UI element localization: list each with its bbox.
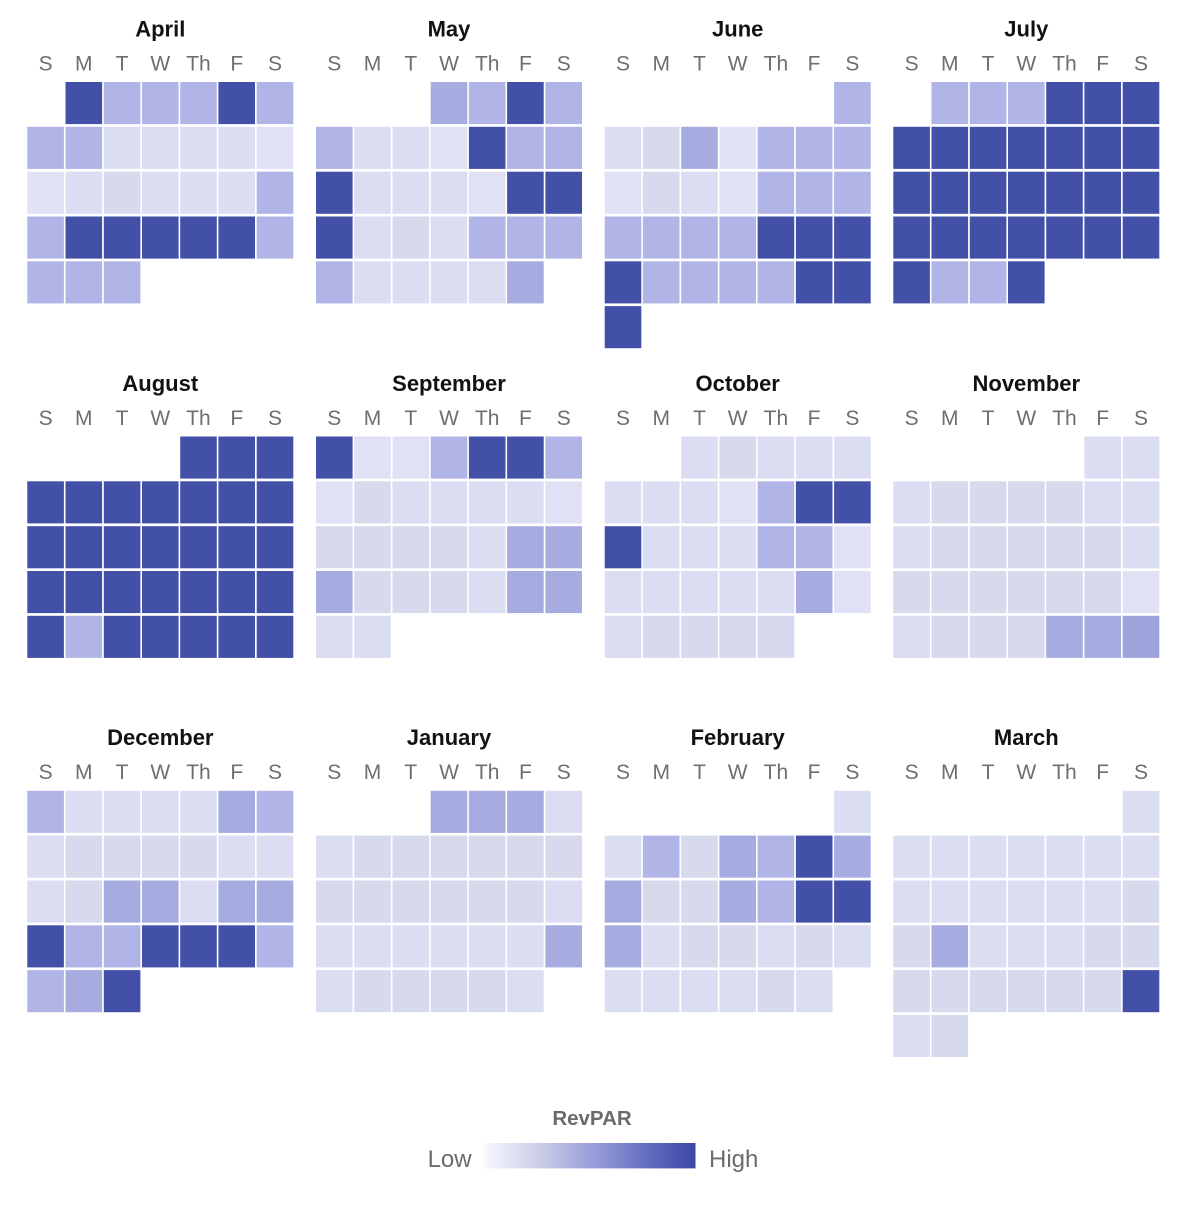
svg-text:T: T (982, 407, 995, 430)
svg-text:S: S (557, 52, 571, 75)
svg-text:High: High (709, 1146, 758, 1173)
svg-text:S: S (268, 407, 282, 430)
svg-text:T: T (404, 52, 417, 75)
svg-text:W: W (150, 52, 170, 75)
svg-text:M: M (941, 52, 959, 75)
svg-text:T: T (693, 52, 706, 75)
svg-text:S: S (616, 407, 630, 430)
svg-text:S: S (905, 52, 919, 75)
svg-text:Th: Th (475, 761, 500, 784)
svg-text:M: M (364, 407, 382, 430)
svg-text:January: January (407, 725, 492, 750)
svg-text:S: S (616, 52, 630, 75)
svg-text:June: June (712, 16, 763, 41)
svg-text:S: S (268, 761, 282, 784)
svg-text:F: F (808, 761, 821, 784)
svg-text:S: S (845, 52, 859, 75)
svg-text:M: M (941, 761, 959, 784)
svg-text:S: S (268, 52, 282, 75)
svg-text:T: T (116, 407, 129, 430)
svg-text:M: M (652, 407, 670, 430)
svg-text:M: M (364, 52, 382, 75)
svg-text:F: F (1096, 52, 1109, 75)
svg-text:W: W (728, 52, 748, 75)
svg-text:T: T (982, 761, 995, 784)
svg-text:August: August (122, 371, 198, 396)
svg-text:W: W (439, 407, 459, 430)
svg-text:Th: Th (186, 761, 211, 784)
svg-text:W: W (728, 407, 748, 430)
svg-text:W: W (439, 52, 459, 75)
svg-text:F: F (230, 407, 243, 430)
svg-text:September: September (392, 371, 506, 396)
svg-text:S: S (616, 761, 630, 784)
svg-text:Th: Th (1052, 52, 1077, 75)
svg-text:Th: Th (764, 761, 789, 784)
svg-text:November: November (973, 371, 1081, 396)
svg-text:March: March (994, 725, 1059, 750)
svg-text:M: M (75, 761, 93, 784)
svg-text:F: F (519, 761, 532, 784)
svg-text:S: S (905, 761, 919, 784)
svg-text:S: S (39, 407, 53, 430)
svg-text:F: F (519, 407, 532, 430)
svg-text:M: M (75, 52, 93, 75)
svg-text:M: M (941, 407, 959, 430)
svg-text:S: S (327, 761, 341, 784)
svg-text:RevPAR: RevPAR (552, 1107, 632, 1130)
svg-text:S: S (905, 407, 919, 430)
svg-text:T: T (404, 407, 417, 430)
svg-text:W: W (728, 761, 748, 784)
svg-text:T: T (116, 761, 129, 784)
svg-text:S: S (39, 761, 53, 784)
svg-text:F: F (1096, 761, 1109, 784)
svg-text:M: M (652, 761, 670, 784)
svg-text:S: S (1134, 52, 1148, 75)
svg-text:Low: Low (428, 1146, 473, 1173)
svg-text:Th: Th (1052, 407, 1077, 430)
svg-text:Th: Th (475, 52, 500, 75)
svg-text:Th: Th (764, 52, 789, 75)
svg-text:F: F (808, 52, 821, 75)
svg-text:F: F (519, 52, 532, 75)
svg-text:W: W (150, 407, 170, 430)
svg-text:T: T (693, 407, 706, 430)
svg-text:T: T (404, 761, 417, 784)
svg-text:W: W (1016, 761, 1036, 784)
svg-text:S: S (557, 407, 571, 430)
svg-text:S: S (1134, 761, 1148, 784)
svg-text:W: W (150, 761, 170, 784)
svg-text:M: M (364, 761, 382, 784)
svg-text:M: M (75, 407, 93, 430)
svg-text:October: October (696, 371, 781, 396)
svg-text:T: T (693, 761, 706, 784)
svg-text:April: April (135, 16, 185, 41)
svg-text:December: December (107, 725, 214, 750)
svg-text:F: F (1096, 407, 1109, 430)
svg-text:Th: Th (186, 407, 211, 430)
svg-text:Th: Th (186, 52, 211, 75)
svg-text:W: W (1016, 407, 1036, 430)
svg-text:S: S (327, 407, 341, 430)
svg-text:S: S (39, 52, 53, 75)
svg-text:W: W (1016, 52, 1036, 75)
svg-text:Th: Th (1052, 761, 1077, 784)
svg-text:S: S (557, 761, 571, 784)
svg-text:W: W (439, 761, 459, 784)
svg-text:S: S (845, 761, 859, 784)
svg-text:M: M (652, 52, 670, 75)
svg-text:Th: Th (475, 407, 500, 430)
svg-text:July: July (1004, 16, 1049, 41)
svg-text:S: S (845, 407, 859, 430)
svg-text:S: S (1134, 407, 1148, 430)
svg-text:May: May (428, 16, 472, 41)
svg-text:F: F (808, 407, 821, 430)
svg-text:S: S (327, 52, 341, 75)
svg-text:F: F (230, 52, 243, 75)
svg-text:F: F (230, 761, 243, 784)
svg-text:February: February (691, 725, 786, 750)
svg-text:Th: Th (764, 407, 789, 430)
svg-text:T: T (982, 52, 995, 75)
svg-text:T: T (116, 52, 129, 75)
